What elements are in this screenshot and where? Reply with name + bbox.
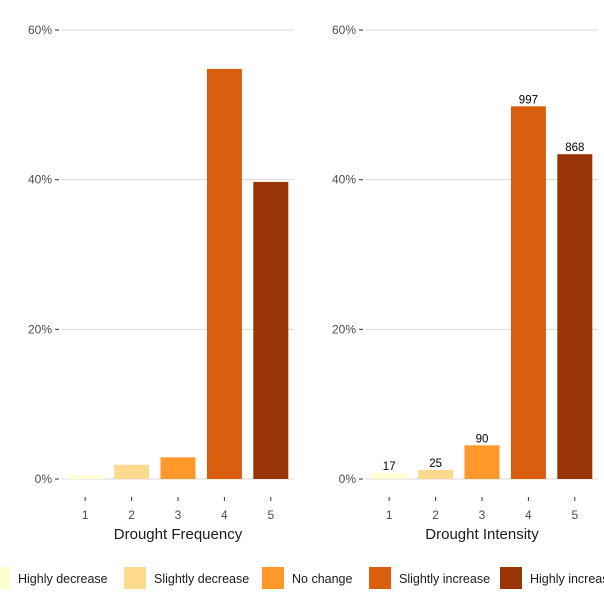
- panel-1-bar: [557, 154, 593, 479]
- legend-swatch: [500, 567, 522, 589]
- panel-1-ytick-label: 60%: [332, 23, 356, 37]
- panel-1-data-label: 997: [519, 94, 538, 106]
- panel-0-ytick-label: 40%: [28, 173, 52, 187]
- panel-0-bar: [206, 68, 242, 479]
- legend-swatch: [0, 567, 10, 589]
- panel-1-bar: [371, 473, 407, 479]
- panel-0-ytick-label: 0%: [35, 472, 53, 486]
- panel-1-data-label: 25: [429, 458, 442, 470]
- panel-0-ytick-label: 60%: [28, 23, 52, 37]
- legend-label: Highly increase: [530, 572, 604, 586]
- legend-label: No change: [292, 572, 353, 586]
- panel-1-bar: [510, 106, 546, 479]
- panel-0-bar: [67, 475, 103, 479]
- panel-1-ytick-label: 0%: [339, 472, 357, 486]
- panel-1-xtick-label: 5: [571, 508, 578, 522]
- panel-0-xtick-label: 5: [267, 508, 274, 522]
- panel-1-xtick-label: 2: [432, 508, 439, 522]
- panel-1-xtick-label: 4: [525, 508, 532, 522]
- panel-1-xtick-label: 3: [479, 508, 486, 522]
- panel-0-xtick-label: 2: [128, 508, 135, 522]
- panel-1-ytick-label: 40%: [332, 173, 356, 187]
- panel-0-bar: [114, 464, 150, 479]
- panel-1-xaxis-title: Drought Intensity: [425, 526, 539, 543]
- panel-1-bar: [418, 470, 454, 479]
- legend-label: Slightly decrease: [154, 572, 249, 586]
- legend-label: Slightly increase: [399, 572, 490, 586]
- legend-swatch: [262, 567, 284, 589]
- panel-0-bar: [160, 457, 196, 479]
- legend-swatch: [369, 567, 391, 589]
- panel-1-data-label: 17: [383, 461, 396, 473]
- panel-0-xtick-label: 4: [221, 508, 228, 522]
- panel-1-data-label: 90: [476, 433, 489, 445]
- panel-0-xaxis-title: Drought Frequency: [114, 526, 243, 543]
- panel-0-xtick-label: 3: [175, 508, 182, 522]
- panel-0-bar: [253, 181, 289, 479]
- legend-swatch: [124, 567, 146, 589]
- panel-0-ytick-label: 20%: [28, 322, 52, 336]
- panel-1-ytick-label: 20%: [332, 322, 356, 336]
- panel-1-data-label: 868: [565, 142, 584, 154]
- panel-1-xtick-label: 1: [386, 508, 393, 522]
- panel-0-xtick-label: 1: [82, 508, 89, 522]
- panel-1-bar: [464, 445, 500, 479]
- legend-label: Highly decrease: [18, 572, 108, 586]
